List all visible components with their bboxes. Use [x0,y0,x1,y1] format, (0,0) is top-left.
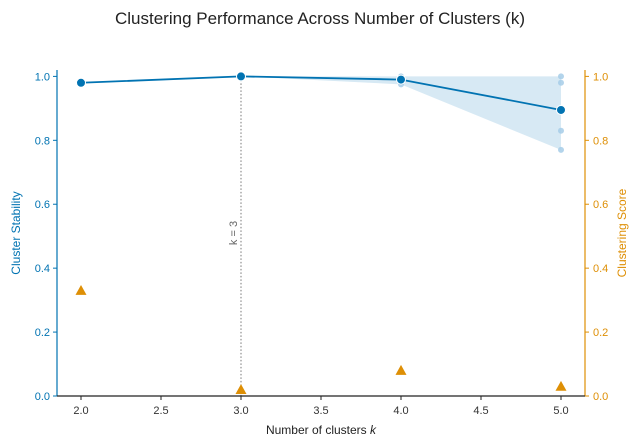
y-axis-left-label: Cluster Stability [9,191,23,274]
x-axis-label: Number of clusters k [266,423,377,437]
raw-point [558,146,564,153]
raw-point [558,79,564,86]
stability-line [80,75,562,111]
y-right-tick-label: 0.6 [593,199,608,211]
confidence-band-layer [81,76,561,150]
y-left-tick-label: 0.4 [35,263,50,275]
y-left-tick-label: 0.8 [35,135,50,147]
raw-point [558,73,564,80]
chart-title: Clustering Performance Across Number of … [115,9,525,28]
y-right-tick-label: 1.0 [593,71,608,83]
score-point [235,384,247,395]
x-tick-label: 3.0 [233,405,248,417]
x-tick-label: 2.0 [73,405,88,417]
x-tick-label: 5.0 [553,405,568,417]
y-left-tick-label: 1.0 [35,71,50,83]
ticks-layer: 0.0 0.0 0.2 0.2 0.4 0.4 0.6 0.6 0.8 0.8 1.0 1.0 2.0 2… [35,71,609,417]
raw-point [558,127,564,134]
score-point [395,364,407,375]
y-right-tick-label: 0.2 [593,327,608,339]
score-point [555,380,567,391]
y-left-tick-label: 0.6 [35,199,50,211]
x-tick-label: 2.5 [153,405,168,417]
y-left-tick-label: 0.2 [35,327,50,339]
x-tick-label: 4.5 [473,405,488,417]
stability-point [76,77,86,88]
y-right-tick-label: 0.4 [593,263,608,275]
annotation-label: k = 3 [228,221,240,245]
confidence-band [81,76,561,150]
x-tick-label: 3.5 [313,405,328,417]
stability-point [396,74,406,85]
score-point [75,285,87,295]
y-right-tick-label: 0.8 [593,135,608,147]
y-left-tick-label: 0.0 [35,391,50,403]
x-tick-label: 4.0 [393,405,408,417]
x-axis-label-k: k [370,423,377,437]
score-series-layer [75,285,567,395]
stability-series-layer [76,71,566,115]
y-axis-right-label: Clustering Score [615,188,629,277]
stability-point [236,71,246,82]
y-right-tick-label: 0.0 [593,391,608,403]
stability-point [556,104,566,115]
x-axis-label-text: Number of clusters [266,423,370,437]
